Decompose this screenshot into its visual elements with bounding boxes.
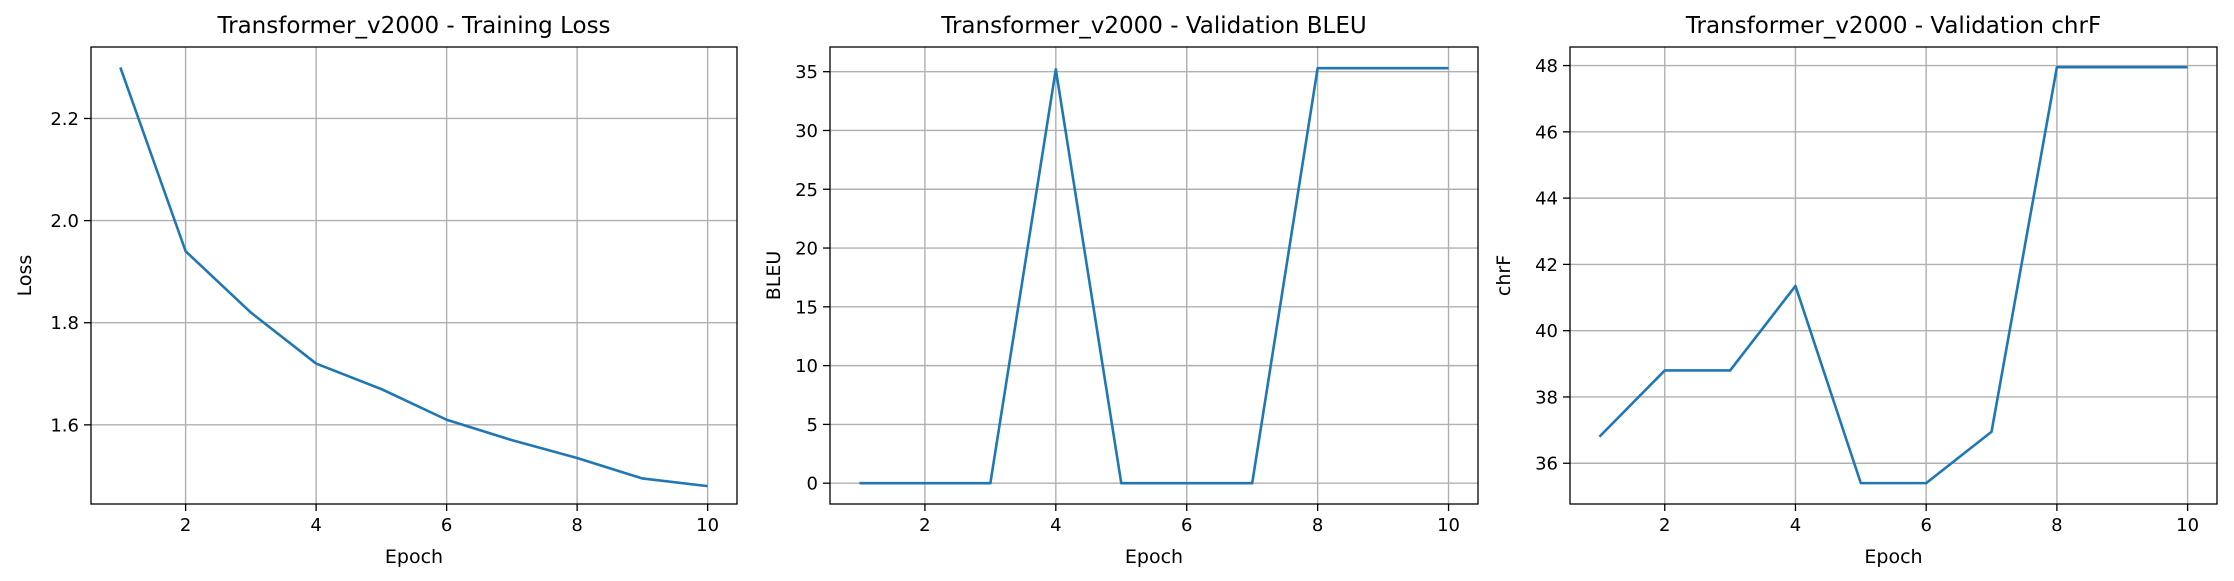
y-tick-label: 40 — [1535, 321, 1558, 342]
y-tick-label: 35 — [795, 62, 818, 83]
y-tick-label: 42 — [1535, 255, 1558, 276]
y-tick-label: 36 — [1535, 454, 1558, 475]
chart-title: Transformer_v2000 - Validation chrF — [1685, 13, 2101, 39]
y-tick-label: 0 — [807, 474, 818, 495]
series-line — [859, 66, 1449, 485]
y-tick-label: 46 — [1535, 122, 1558, 143]
plot-frame — [90, 46, 738, 505]
y-tick-label: 1.8 — [50, 313, 79, 334]
y-axis-label: chrF — [1493, 255, 1515, 296]
x-tick-label: 4 — [1790, 515, 1801, 536]
chart-title: Transformer_v2000 - Validation BLEU — [940, 13, 1366, 39]
y-tick-label: 48 — [1535, 56, 1558, 77]
y-tick-label: 25 — [795, 180, 818, 201]
y-axis-label: Loss — [14, 255, 36, 297]
x-axis-label: Epoch — [1125, 546, 1183, 568]
y-tick-label: 38 — [1535, 387, 1558, 408]
x-axis-label: Epoch — [1864, 546, 1922, 568]
y-tick-label: 10 — [795, 356, 818, 377]
x-tick-label: 2 — [919, 515, 930, 536]
grid — [830, 47, 1478, 504]
x-tick-label: 8 — [2051, 515, 2062, 536]
grid — [1570, 47, 2217, 504]
x-tick-label: 8 — [571, 515, 582, 536]
y-tick-label: 2.0 — [50, 211, 79, 232]
y-tick-label: 1.6 — [50, 415, 79, 436]
x-tick-label: 6 — [441, 515, 452, 536]
x-tick-label: 4 — [1050, 515, 1061, 536]
x-tick-label: 2 — [180, 515, 191, 536]
plot-frame — [1569, 46, 2218, 505]
x-tick-label: 4 — [310, 515, 321, 536]
y-tick-label: 15 — [795, 297, 818, 318]
grid — [91, 47, 737, 504]
y-tick-label: 30 — [795, 121, 818, 142]
y-tick-label: 44 — [1535, 189, 1558, 210]
y-tick-label: 20 — [795, 239, 818, 260]
series-line — [1598, 65, 2188, 485]
x-tick-label: 8 — [1312, 515, 1323, 536]
x-axis-label: Epoch — [385, 546, 443, 568]
x-tick-label: 10 — [2176, 515, 2199, 536]
x-tick-label: 10 — [1437, 515, 1460, 536]
chart-panel-1: 2 4 6 8 10 1.6 1.8 2.0 2.2 Transformer_v2000 - Tr… — [14, 13, 738, 568]
x-tick-label: 2 — [1659, 515, 1670, 536]
x-tick-label: 6 — [1181, 515, 1192, 536]
chart-panel-2: 2 4 6 8 10 0 5 10 15 20 25 30 35 Transformer_v2000 - … — [763, 13, 1479, 568]
plot-frame — [829, 46, 1479, 505]
x-tick-label: 6 — [1920, 515, 1931, 536]
y-tick-label: 5 — [807, 415, 818, 436]
y-tick-label: 2.2 — [50, 109, 79, 130]
series-line — [119, 66, 708, 488]
y-axis-label: BLEU — [763, 251, 785, 301]
x-tick-label: 10 — [696, 515, 719, 536]
chart-title: Transformer_v2000 - Training Loss — [216, 13, 610, 39]
